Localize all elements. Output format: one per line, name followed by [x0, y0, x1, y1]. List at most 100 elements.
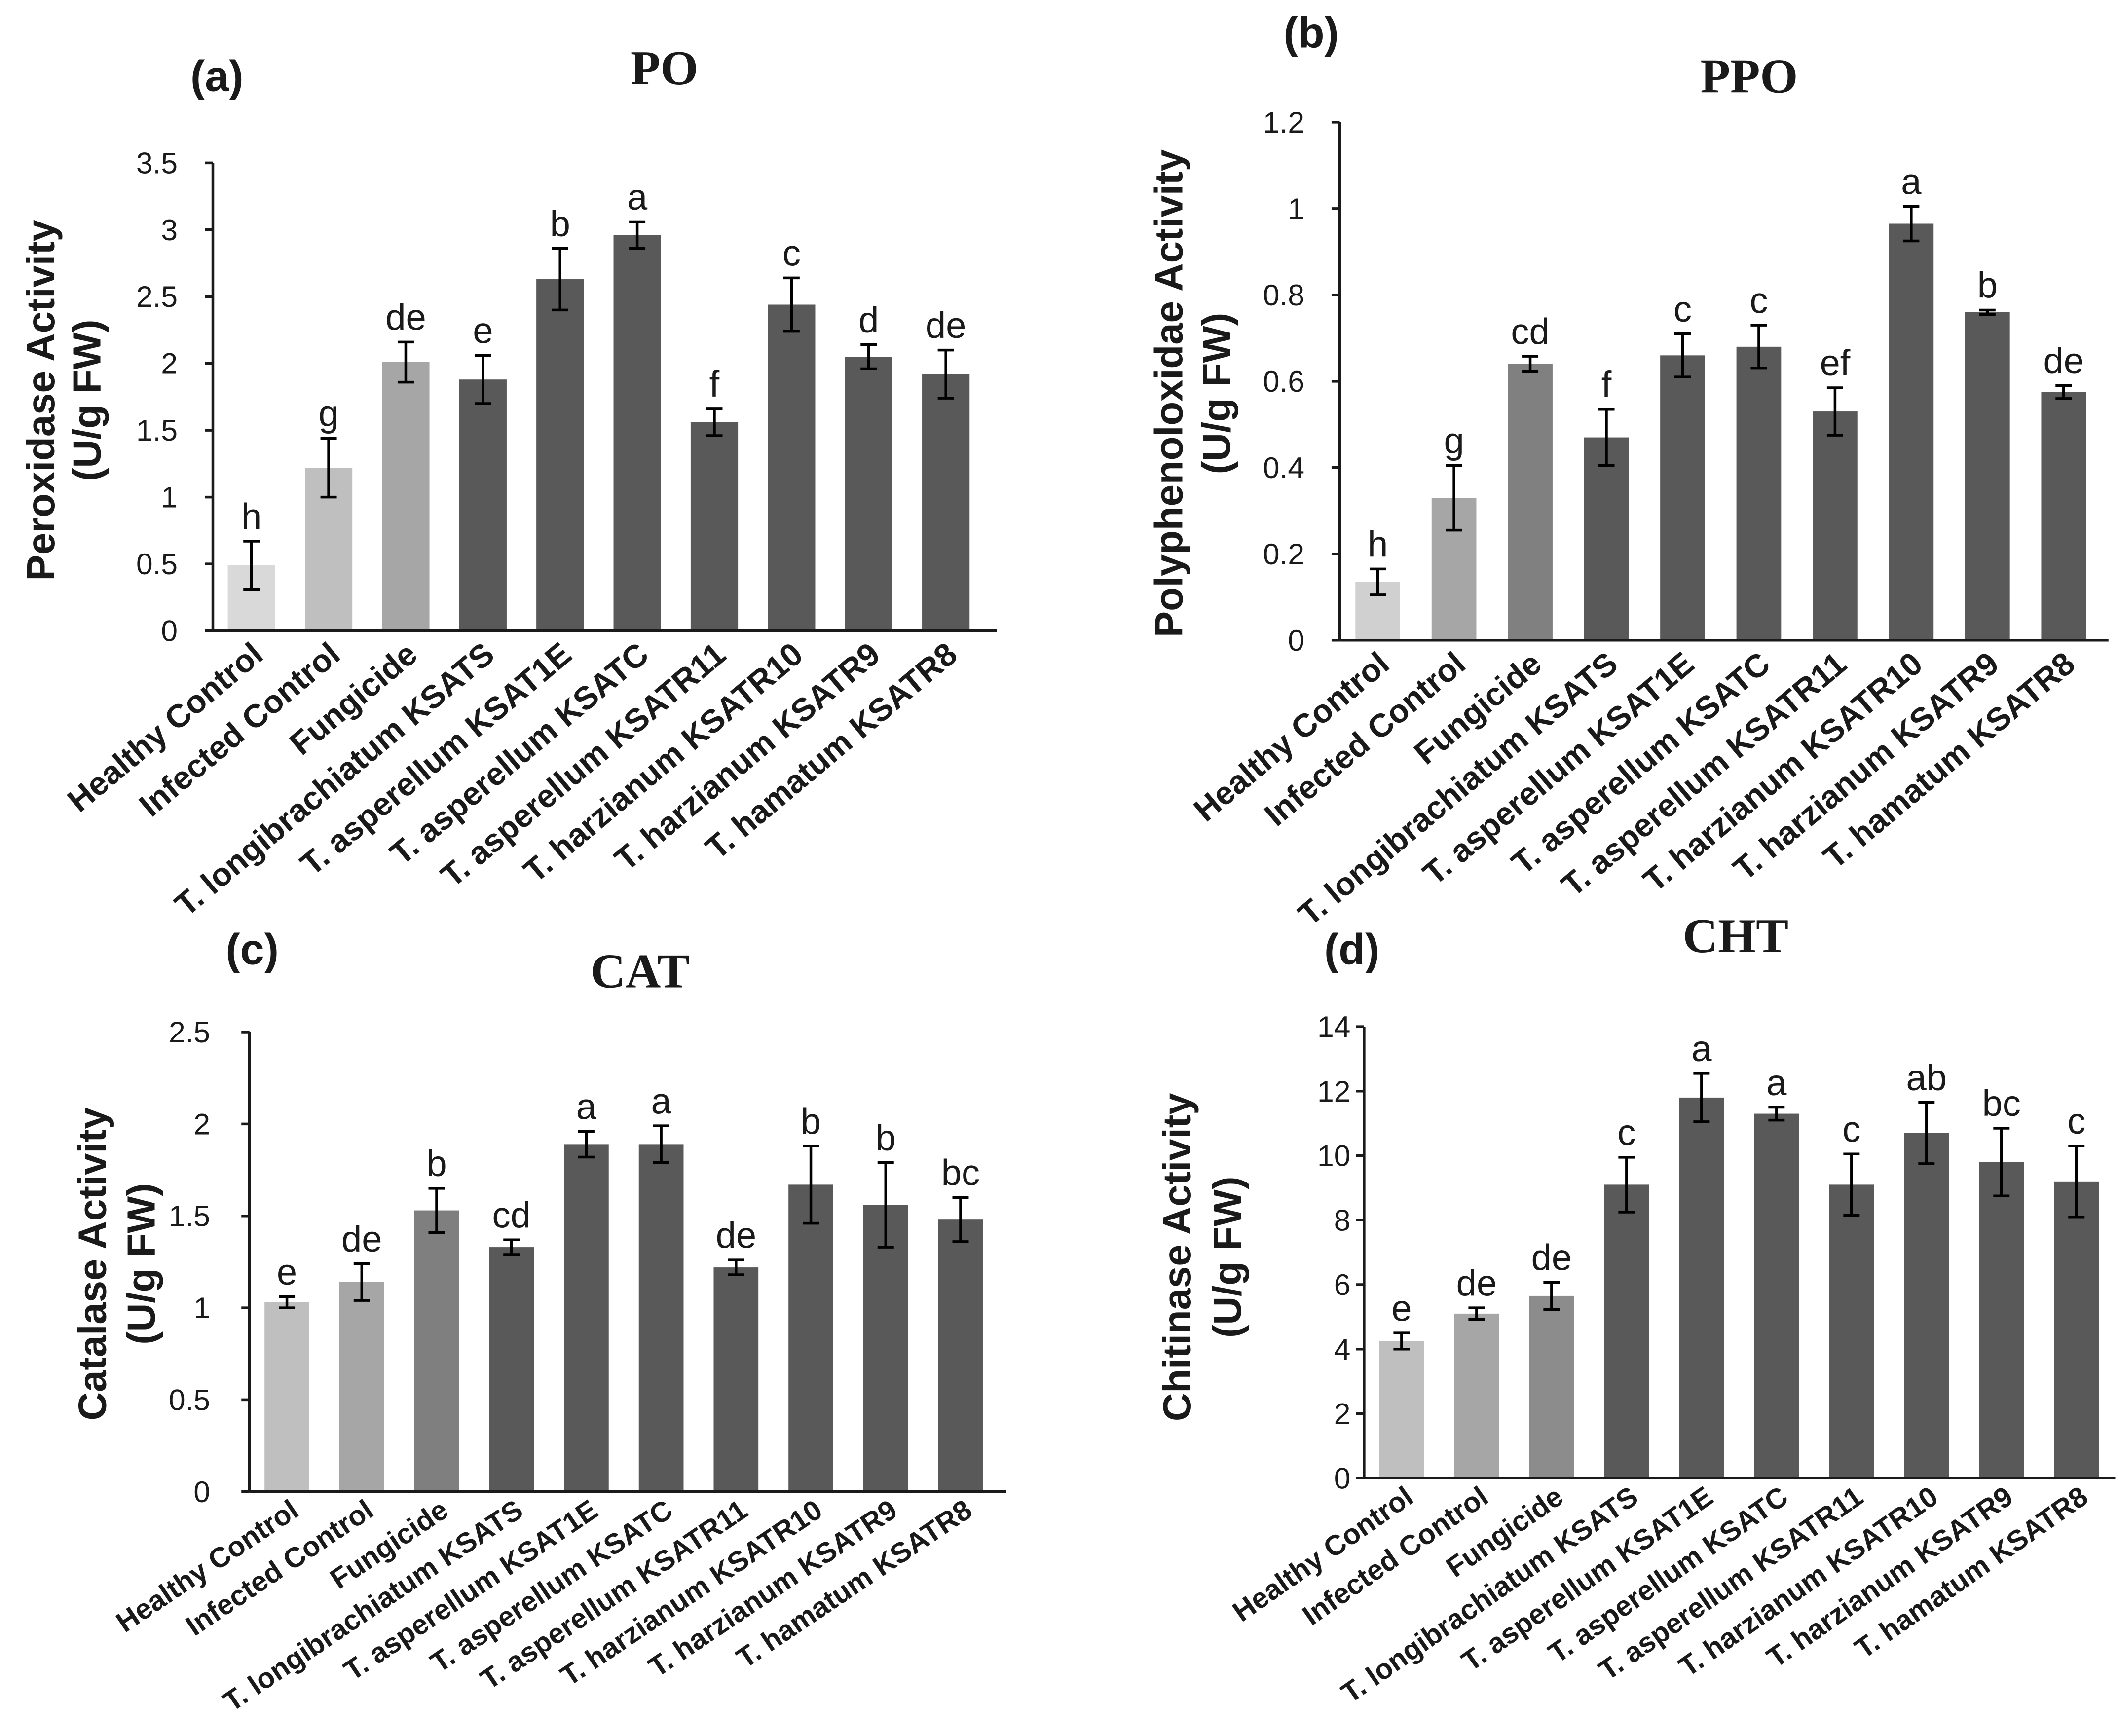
significance-letter: h — [241, 496, 261, 537]
bar-t-longibrachiatum-ksats — [1584, 437, 1629, 640]
bar-t-asperellum-ksatr11 — [1829, 1184, 1874, 1478]
bar-t-hamatum-ksatr8 — [2054, 1181, 2099, 1478]
y-axis-label: Chitinase Activity — [1155, 1093, 1199, 1421]
y-tick-label: 6 — [1334, 1268, 1351, 1301]
y-axis-units-label: (U/g FW) — [1194, 313, 1238, 474]
bar-t-harzianum-ksatr9 — [845, 357, 892, 631]
bar-t-asperellum-ksatr11 — [690, 422, 739, 631]
panel-label: (c) — [225, 925, 278, 974]
significance-letter: bc — [941, 1152, 980, 1193]
significance-letter: d — [858, 299, 879, 340]
y-tick-label: 12 — [1317, 1074, 1350, 1108]
y-axis-units-label: (U/g FW) — [119, 1183, 163, 1344]
significance-letter: b — [426, 1143, 446, 1184]
bar-fungicide — [382, 362, 430, 631]
chart-title: PPO — [1701, 49, 1798, 103]
y-tick-label: 0.6 — [1263, 365, 1304, 398]
y-tick-label: 0.5 — [136, 547, 178, 581]
bar-t-harzianum-ksatr9 — [863, 1205, 908, 1492]
bar-infected-control — [1454, 1313, 1499, 1478]
y-tick-label: 0.8 — [1263, 278, 1304, 312]
bar-fungicide — [414, 1210, 459, 1492]
y-tick-label: 3 — [161, 213, 178, 247]
significance-letter: e — [277, 1252, 297, 1293]
significance-letter: a — [1766, 1062, 1787, 1103]
significance-letter: c — [782, 233, 801, 274]
significance-letter: b — [876, 1117, 896, 1158]
panel-a: (a) PO Peroxidase Activity (U/g FW) 0 0.5 1 1.5… — [19, 41, 997, 923]
bar-t-hamatum-ksatr8 — [922, 374, 970, 631]
significance-letter: de — [341, 1219, 382, 1259]
bar-t-asperellum-ksat1e — [1660, 355, 1705, 640]
y-tick-label: 1.5 — [169, 1199, 210, 1233]
significance-letter: bc — [1982, 1083, 2021, 1124]
bar-t-longibrachiatum-ksats — [1604, 1184, 1649, 1478]
y-tick-label: 4 — [1334, 1332, 1351, 1366]
bar-fungicide — [1508, 364, 1553, 640]
significance-letter: cd — [1511, 311, 1549, 352]
significance-letter: f — [709, 364, 720, 405]
y-tick-label: 0.4 — [1263, 451, 1304, 484]
bar-t-longibrachiatum-ksats — [459, 379, 507, 631]
y-tick-label: 2.5 — [136, 280, 178, 313]
significance-letter: a — [627, 177, 648, 218]
significance-letter: b — [801, 1101, 821, 1142]
bar-t-asperellum-ksat1e — [1679, 1097, 1724, 1478]
significance-letter: de — [926, 305, 966, 346]
panel-label: (d) — [1324, 925, 1379, 974]
bar-t-harzianum-ksatr10 — [768, 304, 816, 631]
significance-letter: a — [576, 1086, 597, 1127]
significance-letter: de — [716, 1215, 757, 1256]
significance-letter: a — [651, 1080, 671, 1121]
panel-d: (d) CHT Chitinase Activity (U/g FW) 0 2 4 6 8 10 1… — [1155, 909, 2116, 1709]
bar-t-asperellum-ksat1e — [536, 279, 584, 631]
y-tick-label: 8 — [1334, 1203, 1351, 1237]
panel-b: (b) PPO Polyphenoloxidae Activity (U/g FW) 0… — [1147, 8, 2109, 932]
significance-letter: b — [550, 203, 570, 244]
bar-fungicide — [1529, 1295, 1574, 1478]
y-axis-label: Polyphenoloxidae Activity — [1147, 149, 1191, 637]
y-tick-label: 14 — [1317, 1010, 1350, 1043]
bar-t-longibrachiatum-ksats — [489, 1247, 534, 1492]
bar-t-hamatum-ksatr8 — [938, 1219, 983, 1492]
y-tick-label: 1.2 — [1263, 106, 1304, 139]
y-tick-label: 2 — [193, 1107, 210, 1141]
bar-t-asperellum-ksatc — [1736, 346, 1782, 640]
y-tick-label: 0 — [1288, 624, 1304, 657]
y-tick-label: 10 — [1317, 1139, 1350, 1173]
significance-letter: de — [1531, 1237, 1572, 1278]
y-tick-label: 1 — [161, 480, 178, 514]
y-tick-label: 1 — [1288, 192, 1304, 225]
y-tick-label: 1 — [193, 1291, 210, 1325]
significance-letter: e — [1391, 1288, 1412, 1329]
chart-title: CHT — [1683, 909, 1788, 963]
significance-letter: c — [1842, 1109, 1860, 1150]
significance-letter: ef — [1820, 342, 1850, 383]
significance-letter: b — [1977, 265, 1998, 306]
bar-t-hamatum-ksatr8 — [2041, 392, 2086, 640]
significance-letter: cd — [492, 1194, 531, 1235]
y-tick-label: 3.5 — [136, 146, 178, 180]
y-tick-label: 0 — [193, 1475, 210, 1509]
significance-letter: c — [1749, 280, 1768, 321]
significance-letter: a — [1901, 161, 1922, 202]
y-tick-label: 0.2 — [1263, 537, 1304, 571]
bar-t-asperellum-ksatc — [1754, 1113, 1799, 1478]
significance-letter: e — [473, 310, 493, 351]
y-tick-label: 2 — [161, 347, 178, 380]
bar-t-harzianum-ksatr10 — [788, 1184, 833, 1492]
significance-letter: a — [1691, 1028, 1712, 1069]
y-tick-label: 0 — [161, 614, 178, 648]
panel-label: (b) — [1284, 8, 1339, 57]
panel-label: (a) — [190, 52, 243, 101]
significance-letter: ab — [1906, 1057, 1947, 1098]
significance-letter: c — [1673, 289, 1692, 330]
bar-healthy-control — [264, 1302, 309, 1492]
bar-t-harzianum-ksatr9 — [1965, 312, 2010, 640]
significance-letter: de — [2044, 340, 2084, 381]
chart-title: CAT — [590, 944, 690, 998]
bar-healthy-control — [1379, 1341, 1424, 1478]
significance-letter: de — [1456, 1262, 1497, 1303]
y-axis-units-label: (U/g FW) — [1205, 1177, 1249, 1338]
